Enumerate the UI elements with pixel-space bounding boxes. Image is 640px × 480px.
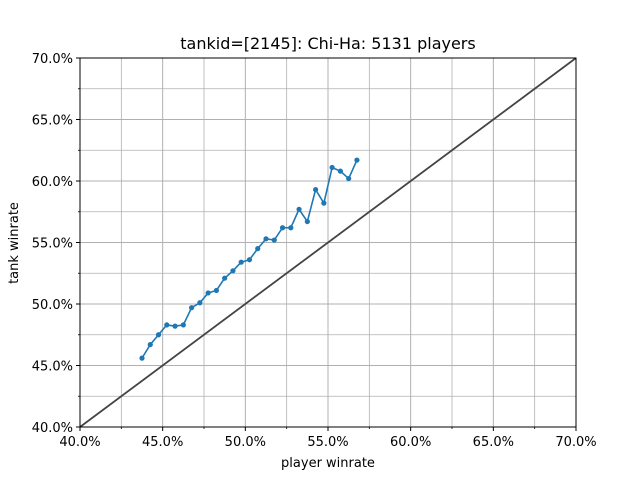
data-point xyxy=(263,236,269,242)
x-tick-label: 65.0% xyxy=(473,435,514,450)
data-point xyxy=(304,218,310,225)
data-point xyxy=(205,290,211,296)
x-tick-label: 70.0% xyxy=(555,435,596,450)
x-tick-label: 40.0% xyxy=(59,435,100,450)
data-point xyxy=(213,287,219,294)
axis-ticks: 40.0% 45.0% 50.0% 55.0% 60.0% 65.0% 70.0% 40.0%… xyxy=(32,52,597,450)
x-tick-label: 45.0% xyxy=(142,435,183,450)
y-tick-label: 45.0% xyxy=(32,360,73,375)
data-point xyxy=(180,322,186,328)
reference-diagonal xyxy=(79,57,577,428)
reference-line xyxy=(79,57,577,428)
data-point xyxy=(147,341,153,348)
data-point xyxy=(329,164,335,171)
data-point xyxy=(313,187,319,193)
data-point xyxy=(238,259,244,265)
y-tick-label: 70.0% xyxy=(32,52,73,67)
y-axis-label: tank winrate xyxy=(7,202,22,284)
y-tick-label: 60.0% xyxy=(32,175,73,190)
data-point xyxy=(255,246,261,252)
x-tick-label: 60.0% xyxy=(390,435,431,450)
x-tick-label: 55.0% xyxy=(307,435,348,450)
data-point xyxy=(197,300,203,306)
data-point xyxy=(279,225,286,231)
data-point xyxy=(172,323,178,329)
data-point xyxy=(346,175,352,182)
data-point xyxy=(139,355,145,361)
data-point xyxy=(189,305,195,311)
y-tick-label: 65.0% xyxy=(32,114,73,129)
x-axis-label: player winrate xyxy=(281,456,375,471)
data-point xyxy=(230,268,236,274)
data-point xyxy=(288,225,294,231)
data-point xyxy=(246,257,253,263)
series-group xyxy=(139,157,360,361)
data-point xyxy=(296,206,302,212)
data-point xyxy=(271,237,277,243)
y-tick-label: 50.0% xyxy=(32,298,73,313)
data-point xyxy=(155,332,162,338)
data-point xyxy=(222,275,228,281)
y-tick-label: 40.0% xyxy=(32,421,73,436)
data-point xyxy=(337,168,343,174)
y-tick-label: 55.0% xyxy=(32,237,73,252)
data-point xyxy=(164,322,170,328)
chart-title: tankid=[2145]: Chi-Ha: 5131 players xyxy=(180,34,475,53)
x-tick-label: 50.0% xyxy=(225,435,266,450)
data-point xyxy=(321,200,327,206)
data-point xyxy=(354,157,360,163)
